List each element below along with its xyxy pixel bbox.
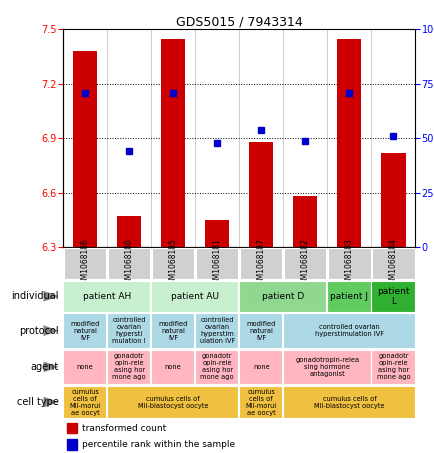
Bar (239, 350, 282, 384)
Bar (283, 386, 414, 419)
Bar (63, 386, 106, 419)
Text: cumulus cells of
MII-blastocyst oocyte: cumulus cells of MII-blastocyst oocyte (138, 395, 208, 409)
Bar (108, 248, 150, 280)
Bar (239, 386, 282, 419)
Bar (151, 313, 194, 348)
Bar (107, 386, 238, 419)
Text: percentile rank within the sample: percentile rank within the sample (82, 440, 235, 449)
Bar (152, 248, 194, 280)
Text: modified
natural
IVF: modified natural IVF (246, 321, 275, 341)
Bar (371, 280, 414, 312)
Bar (283, 313, 414, 348)
Text: cumulus cells of
MII-blastocyst oocyte: cumulus cells of MII-blastocyst oocyte (313, 395, 384, 409)
Bar (239, 280, 326, 312)
Bar (161, 39, 185, 247)
Bar (66, 439, 77, 449)
Text: controlled
ovarian
hypersti
mulation I: controlled ovarian hypersti mulation I (112, 317, 145, 344)
Bar (381, 153, 404, 247)
Bar (63, 280, 150, 312)
Text: GSM1068186: GSM1068186 (80, 238, 89, 289)
Bar (239, 313, 282, 348)
Text: GSM1068184: GSM1068184 (388, 238, 397, 289)
Bar (64, 248, 106, 280)
Text: GSM1068180: GSM1068180 (125, 238, 133, 289)
Text: gonadotr
opin-rele
asing hor
mone ago: gonadotr opin-rele asing hor mone ago (112, 353, 146, 381)
Text: none: none (76, 364, 93, 370)
Bar (328, 248, 370, 280)
Text: GSM1068182: GSM1068182 (300, 238, 309, 289)
Text: none: none (164, 364, 181, 370)
Text: GSM1068185: GSM1068185 (168, 238, 177, 289)
Text: modified
natural
IVF: modified natural IVF (158, 321, 187, 341)
Bar (283, 350, 370, 384)
Text: gonadotr
opin-rele
asing hor
mone ago: gonadotr opin-rele asing hor mone ago (200, 353, 233, 381)
Text: cumulus
cells of
MII-morul
ae oocyt: cumulus cells of MII-morul ae oocyt (245, 389, 276, 415)
Bar (240, 248, 282, 280)
Text: none: none (252, 364, 269, 370)
Bar (293, 197, 317, 247)
Bar (283, 248, 326, 280)
Bar (107, 350, 150, 384)
Bar (73, 51, 97, 247)
Text: patient J: patient J (329, 292, 368, 301)
Text: controlled
ovarian
hyperstim
ulation IVF: controlled ovarian hyperstim ulation IVF (199, 317, 234, 344)
Text: patient AH: patient AH (83, 292, 131, 301)
Text: GSM1068183: GSM1068183 (344, 238, 353, 289)
Title: GDS5015 / 7943314: GDS5015 / 7943314 (175, 15, 302, 28)
Text: gonadotr
opin-rele
asing hor
mone ago: gonadotr opin-rele asing hor mone ago (376, 353, 409, 381)
Bar (195, 350, 238, 384)
Polygon shape (43, 291, 59, 302)
Text: agent: agent (30, 362, 59, 372)
Bar (327, 280, 370, 312)
Bar (151, 280, 238, 312)
Bar (107, 313, 150, 348)
Bar (249, 142, 273, 247)
Text: controlled ovarian
hyperstimulation IVF: controlled ovarian hyperstimulation IVF (314, 324, 383, 337)
Polygon shape (43, 325, 59, 336)
Bar (195, 313, 238, 348)
Text: individual: individual (11, 291, 59, 301)
Text: GSM1068181: GSM1068181 (212, 238, 221, 289)
Bar (371, 350, 414, 384)
Bar (63, 313, 106, 348)
Bar (196, 248, 238, 280)
Bar (372, 248, 414, 280)
Bar (336, 39, 361, 247)
Bar (63, 350, 106, 384)
Polygon shape (43, 361, 59, 372)
Text: patient AU: patient AU (171, 292, 219, 301)
Text: cumulus
cells of
MII-morul
ae oocyt: cumulus cells of MII-morul ae oocyt (69, 389, 100, 415)
Text: cell type: cell type (17, 397, 59, 407)
Text: protocol: protocol (19, 326, 59, 336)
Bar (66, 423, 77, 433)
Text: transformed count: transformed count (82, 424, 166, 433)
Bar (117, 217, 141, 247)
Bar (205, 220, 229, 247)
Bar (151, 350, 194, 384)
Polygon shape (43, 397, 59, 408)
Text: modified
natural
IVF: modified natural IVF (70, 321, 99, 341)
Text: GSM1068187: GSM1068187 (256, 238, 265, 289)
Text: patient D: patient D (262, 292, 304, 301)
Text: gonadotropin-relea
sing hormone
antagonist: gonadotropin-relea sing hormone antagoni… (295, 357, 358, 377)
Text: patient
L: patient L (376, 287, 409, 306)
